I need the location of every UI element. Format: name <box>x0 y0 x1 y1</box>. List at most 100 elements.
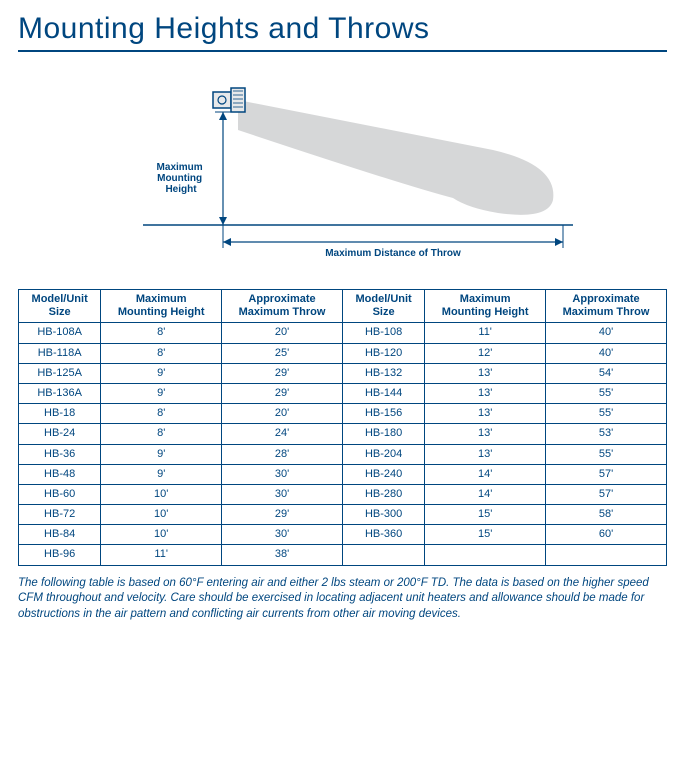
table-cell: HB-300 <box>342 505 424 525</box>
table-cell: 10' <box>101 505 222 525</box>
table-cell: 12' <box>425 343 546 363</box>
table-cell: 11' <box>425 323 546 343</box>
table-cell: 8' <box>101 404 222 424</box>
table-cell: 15' <box>425 525 546 545</box>
table-cell: 55' <box>546 383 667 403</box>
table-cell: 13' <box>425 444 546 464</box>
airflow-shape <box>238 100 553 215</box>
table-cell: 40' <box>546 343 667 363</box>
table-cell: 57' <box>546 484 667 504</box>
table-cell: HB-48 <box>19 464 101 484</box>
table-header-row: Model/UnitSize MaximumMounting Height Ap… <box>19 290 667 323</box>
table-cell: 13' <box>425 363 546 383</box>
table-cell: 13' <box>425 404 546 424</box>
table-cell: 29' <box>222 505 343 525</box>
col-header: Model/UnitSize <box>19 290 101 323</box>
table-cell: HB-136A <box>19 383 101 403</box>
table-row: HB-369'28'HB-20413'55' <box>19 444 667 464</box>
col-header: Model/UnitSize <box>342 290 424 323</box>
table-row: HB-7210'29'HB-30015'58' <box>19 505 667 525</box>
table-cell: 20' <box>222 404 343 424</box>
table-cell: 8' <box>101 424 222 444</box>
table-cell: HB-72 <box>19 505 101 525</box>
table-cell: HB-240 <box>342 464 424 484</box>
table-cell: 10' <box>101 525 222 545</box>
table-cell: 14' <box>425 464 546 484</box>
table-row: HB-8410'30'HB-36015'60' <box>19 525 667 545</box>
table-cell: HB-84 <box>19 525 101 545</box>
table-cell <box>425 545 546 565</box>
table-cell: 8' <box>101 323 222 343</box>
table-cell: 30' <box>222 525 343 545</box>
table-cell: HB-118A <box>19 343 101 363</box>
footnote: The following table is based on 60°F ent… <box>18 576 667 623</box>
col-header: MaximumMounting Height <box>425 290 546 323</box>
table-cell: 10' <box>101 484 222 504</box>
table-cell: 53' <box>546 424 667 444</box>
table-cell: 57' <box>546 464 667 484</box>
table-cell: HB-144 <box>342 383 424 403</box>
table-cell: 25' <box>222 343 343 363</box>
table-cell: HB-36 <box>19 444 101 464</box>
table-cell: 9' <box>101 383 222 403</box>
table-cell: 15' <box>425 505 546 525</box>
table-cell: 30' <box>222 484 343 504</box>
table-cell: HB-280 <box>342 484 424 504</box>
table-cell: HB-108A <box>19 323 101 343</box>
col-header: MaximumMounting Height <box>101 290 222 323</box>
table-row: HB-6010'30'HB-28014'57' <box>19 484 667 504</box>
table-cell: HB-156 <box>342 404 424 424</box>
table-cell: 38' <box>222 545 343 565</box>
throw-label: Maximum Distance of Throw <box>325 248 461 259</box>
table-cell: 58' <box>546 505 667 525</box>
table-cell: HB-204 <box>342 444 424 464</box>
table-cell: HB-132 <box>342 363 424 383</box>
table-cell: 55' <box>546 404 667 424</box>
table-cell: 24' <box>222 424 343 444</box>
table-cell <box>546 545 667 565</box>
table-cell: 29' <box>222 383 343 403</box>
table-row: HB-489'30'HB-24014'57' <box>19 464 667 484</box>
table-cell: HB-24 <box>19 424 101 444</box>
diagram-svg: Maximum Mounting Height Maximum Distance… <box>103 70 583 270</box>
table-cell: 9' <box>101 464 222 484</box>
col-header: ApproximateMaximum Throw <box>546 290 667 323</box>
table-cell: HB-18 <box>19 404 101 424</box>
table-cell: 20' <box>222 323 343 343</box>
table-cell: 54' <box>546 363 667 383</box>
table-cell: 29' <box>222 363 343 383</box>
table-cell: HB-360 <box>342 525 424 545</box>
mounting-table: Model/UnitSize MaximumMounting Height Ap… <box>18 289 667 566</box>
table-cell: 9' <box>101 363 222 383</box>
table-cell: HB-96 <box>19 545 101 565</box>
table-cell: 13' <box>425 383 546 403</box>
table-cell: HB-108 <box>342 323 424 343</box>
table-row: HB-188'20'HB-15613'55' <box>19 404 667 424</box>
col-header: ApproximateMaximum Throw <box>222 290 343 323</box>
throw-diagram: Maximum Mounting Height Maximum Distance… <box>18 70 667 275</box>
table-cell: 55' <box>546 444 667 464</box>
table-cell: HB-125A <box>19 363 101 383</box>
table-row: HB-125A9'29'HB-13213'54' <box>19 363 667 383</box>
title-rule <box>18 50 667 52</box>
table-cell: HB-60 <box>19 484 101 504</box>
table-row: HB-136A9'29'HB-14413'55' <box>19 383 667 403</box>
table-cell: 13' <box>425 424 546 444</box>
height-label: Maximum Mounting Height <box>156 162 205 195</box>
table-row: HB-248'24'HB-18013'53' <box>19 424 667 444</box>
table-cell: HB-180 <box>342 424 424 444</box>
table-cell: 11' <box>101 545 222 565</box>
table-cell: 40' <box>546 323 667 343</box>
table-row: HB-118A8'25'HB-12012'40' <box>19 343 667 363</box>
page-title: Mounting Heights and Throws <box>18 12 667 46</box>
table-cell: 30' <box>222 464 343 484</box>
table-cell: 9' <box>101 444 222 464</box>
heater-unit <box>213 88 245 112</box>
table-cell <box>342 545 424 565</box>
table-cell: 60' <box>546 525 667 545</box>
table-cell: HB-120 <box>342 343 424 363</box>
table-row: HB-108A8'20'HB-10811'40' <box>19 323 667 343</box>
table-cell: 28' <box>222 444 343 464</box>
table-cell: 8' <box>101 343 222 363</box>
table-cell: 14' <box>425 484 546 504</box>
